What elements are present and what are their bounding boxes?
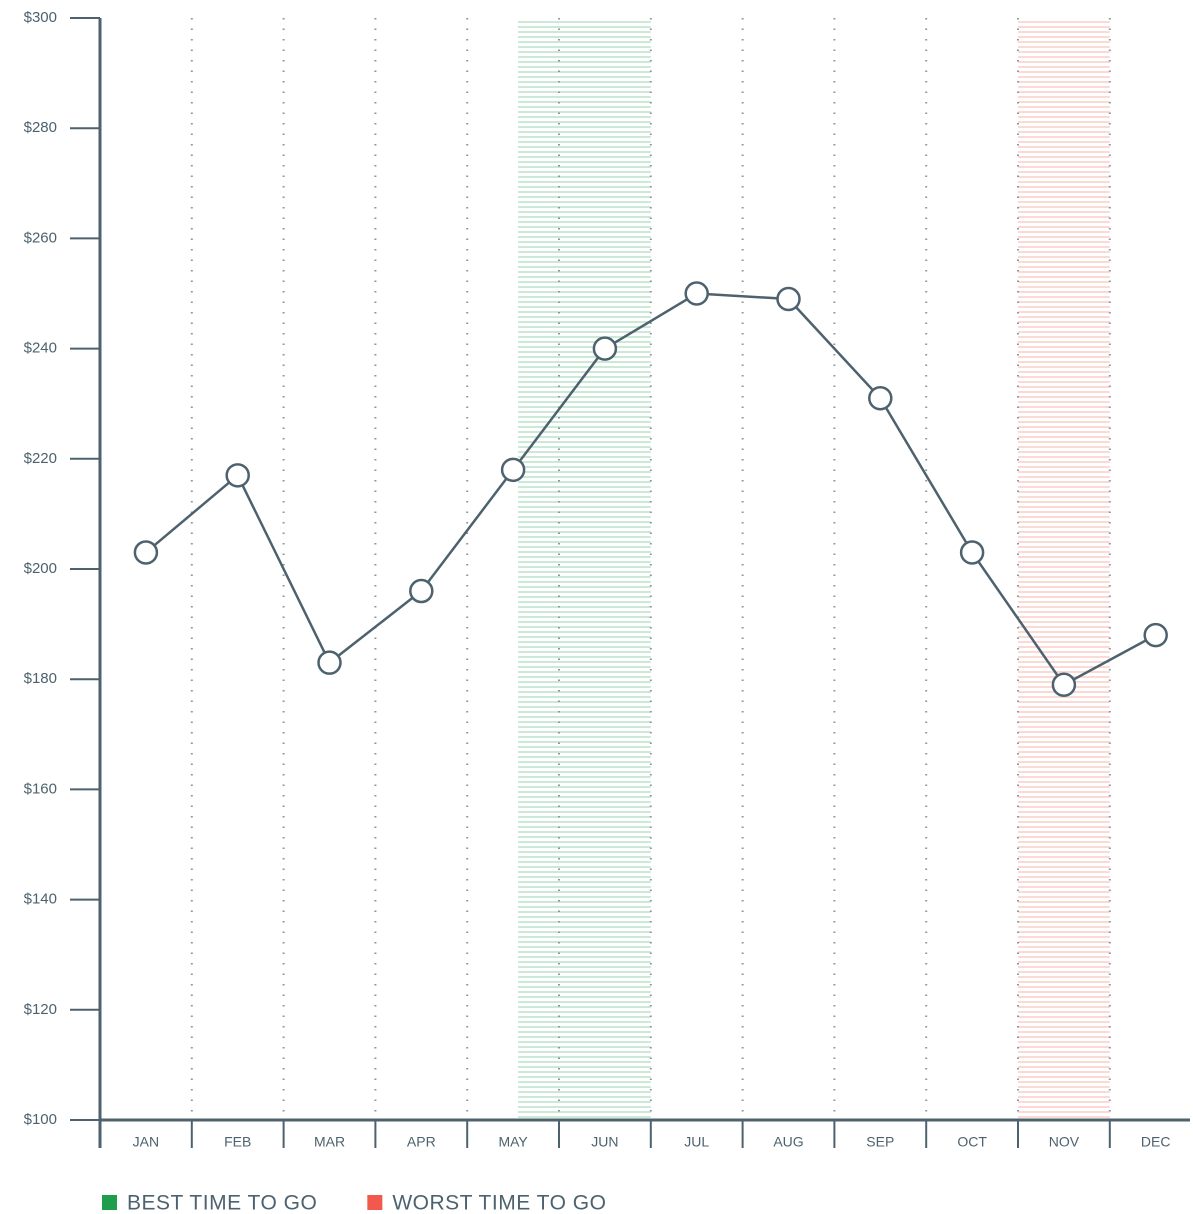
y-tick-label: $220 bbox=[24, 450, 57, 467]
line bbox=[145, 292, 1157, 687]
legend-label: BEST TIME TO GO bbox=[127, 1192, 317, 1214]
y-tick-label: $180 bbox=[24, 670, 57, 687]
y-tick-label: $100 bbox=[24, 1111, 57, 1128]
x-tick-label: FEB bbox=[224, 1134, 251, 1150]
point bbox=[500, 457, 526, 483]
x-tick-label: OCT bbox=[957, 1134, 987, 1150]
legend-swatch bbox=[367, 1195, 383, 1210]
point bbox=[684, 281, 709, 306]
point bbox=[592, 336, 618, 361]
y-tick-label: $260 bbox=[24, 229, 57, 246]
y-tick-label: $160 bbox=[24, 780, 57, 797]
x-tick-label: MAY bbox=[498, 1134, 528, 1150]
x-tick-label: JAN bbox=[133, 1134, 159, 1150]
x-tick-label: AUG bbox=[773, 1134, 803, 1150]
point bbox=[1143, 622, 1168, 648]
y-tick-label: $140 bbox=[24, 891, 57, 908]
y-tick-label: $280 bbox=[24, 119, 57, 136]
x-tick-label: JUL bbox=[684, 1134, 709, 1150]
point bbox=[1051, 672, 1077, 697]
x-tick-label: NOV bbox=[1049, 1134, 1080, 1150]
point bbox=[776, 286, 801, 312]
point bbox=[225, 463, 250, 488]
point bbox=[409, 578, 434, 604]
legend-swatch bbox=[102, 1195, 117, 1210]
x-tick-label: JUN bbox=[591, 1134, 618, 1150]
point bbox=[959, 540, 985, 565]
legend-label: WORST TIME TO GO bbox=[392, 1192, 606, 1214]
point bbox=[133, 540, 159, 565]
x-tick-label: DEC bbox=[1141, 1134, 1171, 1150]
highlight-band bbox=[518, 18, 651, 1120]
y-tick-label: $240 bbox=[24, 340, 57, 357]
point bbox=[868, 385, 893, 411]
highlight-band bbox=[1018, 18, 1110, 1120]
y-tick-label: $120 bbox=[24, 1001, 57, 1018]
y-tick-label: $200 bbox=[24, 560, 57, 577]
x-tick-label: MAR bbox=[314, 1134, 345, 1150]
x-tick-label: APR bbox=[407, 1134, 436, 1150]
point bbox=[317, 650, 342, 675]
y-tick-label: $300 bbox=[24, 9, 57, 26]
x-tick-label: SEP bbox=[866, 1134, 894, 1150]
